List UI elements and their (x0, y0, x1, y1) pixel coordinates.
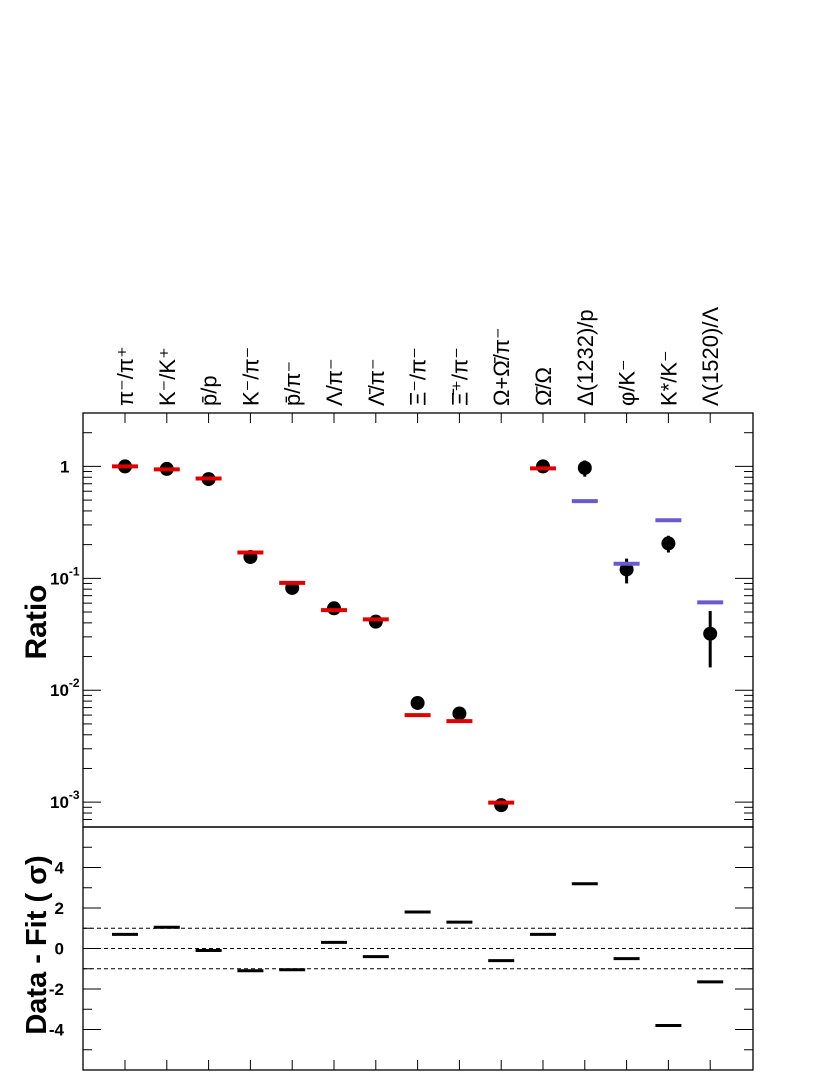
data-point (410, 695, 425, 710)
data-point (619, 562, 634, 577)
category-label: Ω+Ω̄/π⁻ (489, 327, 514, 406)
residual-tick-label: 4 (55, 859, 65, 878)
category-label: π⁻/π⁺ (113, 346, 138, 406)
ratio-axis-title: Ratio (20, 585, 53, 660)
category-label: Λ/π⁻ (322, 358, 347, 406)
data-point (494, 798, 509, 813)
category-label: p̄/p (197, 375, 222, 406)
y-tick-label: 10-2 (50, 676, 80, 700)
residual-tick-label: 0 (55, 940, 64, 959)
ratio-panel: 1 10-1 10-2 10-3 (50, 412, 754, 828)
data-point (661, 536, 676, 551)
residual-panel: 4 2 0 -2 -4 (49, 826, 754, 1071)
residual-axis-title: Data - Fit ( σ) (21, 855, 53, 1034)
category-label: φ/K⁻ (615, 359, 640, 406)
category-label: K⁻/π⁻ (238, 347, 263, 406)
y-tick-label: 1 (60, 457, 69, 476)
category-label: p̄/π⁻ (280, 361, 305, 406)
category-label: Ξ⁻/π⁻ (406, 347, 431, 406)
data-point (452, 706, 467, 721)
category-label: Ω̄/Ω (531, 367, 556, 406)
ratio-plot-frame (82, 412, 754, 828)
residual-tick-label: -2 (49, 980, 64, 999)
residual-tick-label: -4 (49, 1021, 65, 1040)
category-label: Λ̄/π⁻ (364, 358, 389, 406)
data-point (368, 614, 383, 629)
data-point (577, 460, 592, 475)
category-label: K*/K⁻ (656, 350, 681, 406)
y-tick-label: 10-3 (50, 788, 80, 812)
data-point (703, 626, 718, 641)
category-label: K⁻/K⁺ (155, 347, 180, 406)
category-labels: π⁻/π⁺ K⁻/K⁺ p̄/p K⁻/π⁻ p̄/π⁻ Λ/π⁻ Λ̄/π⁻ Ξ⁻/π⁻ Ξ̄… (113, 307, 723, 406)
residual-tick-label: 2 (55, 899, 64, 918)
category-label: Ξ̄⁺/π⁻ (447, 347, 472, 406)
y-tick-label: 10-1 (50, 564, 80, 588)
category-label: Δ(1232)/p (573, 309, 598, 406)
category-label: Λ(1520)/Λ (698, 307, 723, 406)
